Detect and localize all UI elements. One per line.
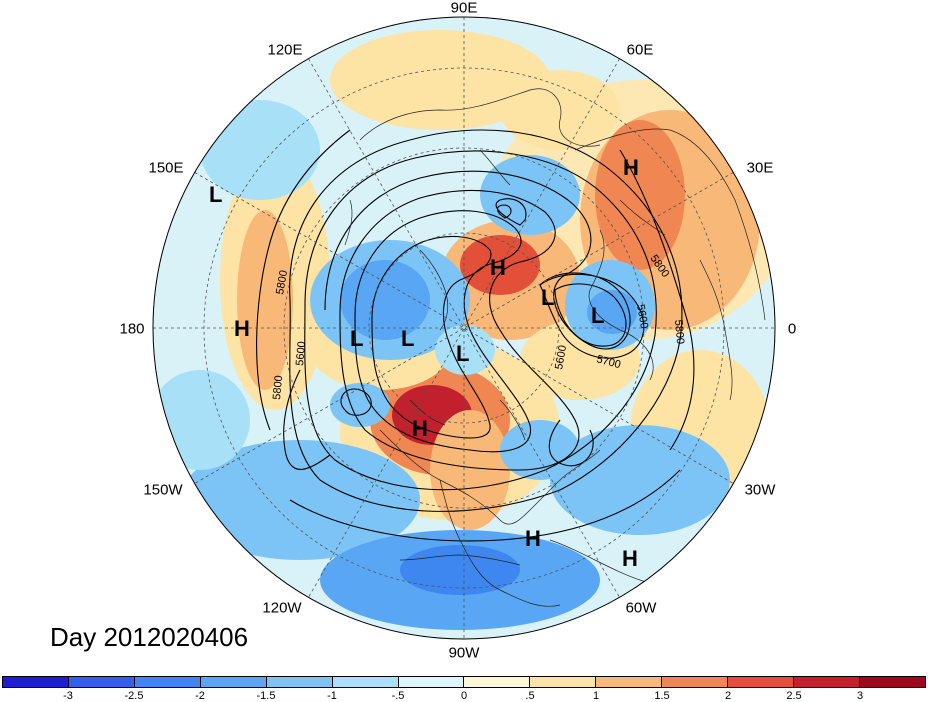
high-pressure-marker: H — [412, 416, 428, 441]
anomaly-field — [153, 17, 775, 639]
colorbar-cell — [464, 677, 531, 687]
colorbar-cell — [728, 677, 795, 687]
longitude-label-30w: 30W — [744, 481, 776, 499]
colorbar-cell — [134, 677, 201, 687]
longitude-label-150e: 150E — [148, 159, 184, 177]
graticule — [153, 17, 775, 639]
low-pressure-marker: L — [541, 285, 554, 310]
coastlines — [344, 88, 766, 621]
colorbar-tick-label: -1.5 — [256, 690, 276, 702]
longitude-label-60w: 60W — [625, 599, 657, 617]
colorbar-tick-label: 2 — [724, 690, 732, 702]
high-pressure-marker: H — [623, 155, 639, 180]
map-boundary — [152, 16, 776, 640]
colorbar-tick-label: -2 — [195, 690, 205, 702]
low-pressure-marker: L — [591, 303, 604, 328]
contour-label: 5600 — [553, 344, 569, 370]
high-pressure-marker: H — [622, 546, 638, 571]
contour-label: 5600 — [294, 341, 308, 366]
longitude-label-30e: 30E — [746, 159, 774, 177]
longitude-label-150w: 150W — [143, 481, 183, 499]
low-pressure-marker: L — [456, 341, 469, 366]
longitude-label-0: 0 — [787, 320, 797, 338]
colorbar-tick-label: 2.5 — [786, 690, 802, 702]
colorbar-cell — [332, 677, 399, 687]
colorbar-tick-label: 1 — [592, 690, 600, 702]
colorbar-tick-label: 3 — [856, 690, 864, 702]
colorbar-cell — [859, 677, 925, 687]
colorbar — [2, 676, 926, 688]
contour-label: 5800 — [271, 375, 285, 400]
colorbar-cell — [266, 677, 333, 687]
colorbar-cell — [596, 677, 663, 687]
pressure-center-labels: H H H H H H L L L L L L — [209, 155, 639, 571]
high-pressure-marker: H — [234, 316, 250, 341]
colorbar-cell — [3, 677, 69, 687]
date-label: Day 2012020406 — [50, 622, 249, 652]
high-pressure-marker: H — [525, 526, 541, 551]
contour-label: 5800 — [672, 319, 686, 344]
contour-label: 5600 — [634, 303, 650, 329]
longitude-label-120e: 120E — [267, 41, 303, 59]
low-pressure-marker: L — [401, 326, 414, 351]
colorbar-tick-label: -2.5 — [124, 690, 144, 702]
geopotential-contours — [256, 129, 695, 542]
longitude-label-120w: 120W — [262, 599, 302, 617]
contour-label: 5800 — [274, 269, 290, 295]
colorbar-cell — [200, 677, 267, 687]
colorbar-cell — [68, 677, 135, 687]
colorbar-tick-label: -.5 — [391, 690, 405, 702]
colorbar-tick-label: -1 — [327, 690, 337, 702]
colorbar-cell — [794, 677, 860, 687]
colorbar-tick-label: 1.5 — [654, 690, 670, 702]
low-pressure-marker: L — [209, 182, 222, 207]
longitude-label-60e: 60E — [626, 41, 654, 59]
colorbar-tick-label: -3 — [63, 690, 73, 702]
colorbar-tick-label: .5 — [525, 690, 535, 702]
low-pressure-marker: L — [350, 326, 363, 351]
high-pressure-marker: H — [490, 255, 506, 280]
colorbar-cell — [530, 677, 597, 687]
longitude-label-90w: 90W — [448, 644, 480, 662]
colorbar-cell — [398, 677, 465, 687]
longitude-label-180: 180 — [119, 320, 145, 338]
colorbar-cell — [662, 677, 729, 687]
colorbar-tick-label: 0 — [460, 690, 468, 702]
longitude-label-90e: 90E — [450, 0, 478, 17]
